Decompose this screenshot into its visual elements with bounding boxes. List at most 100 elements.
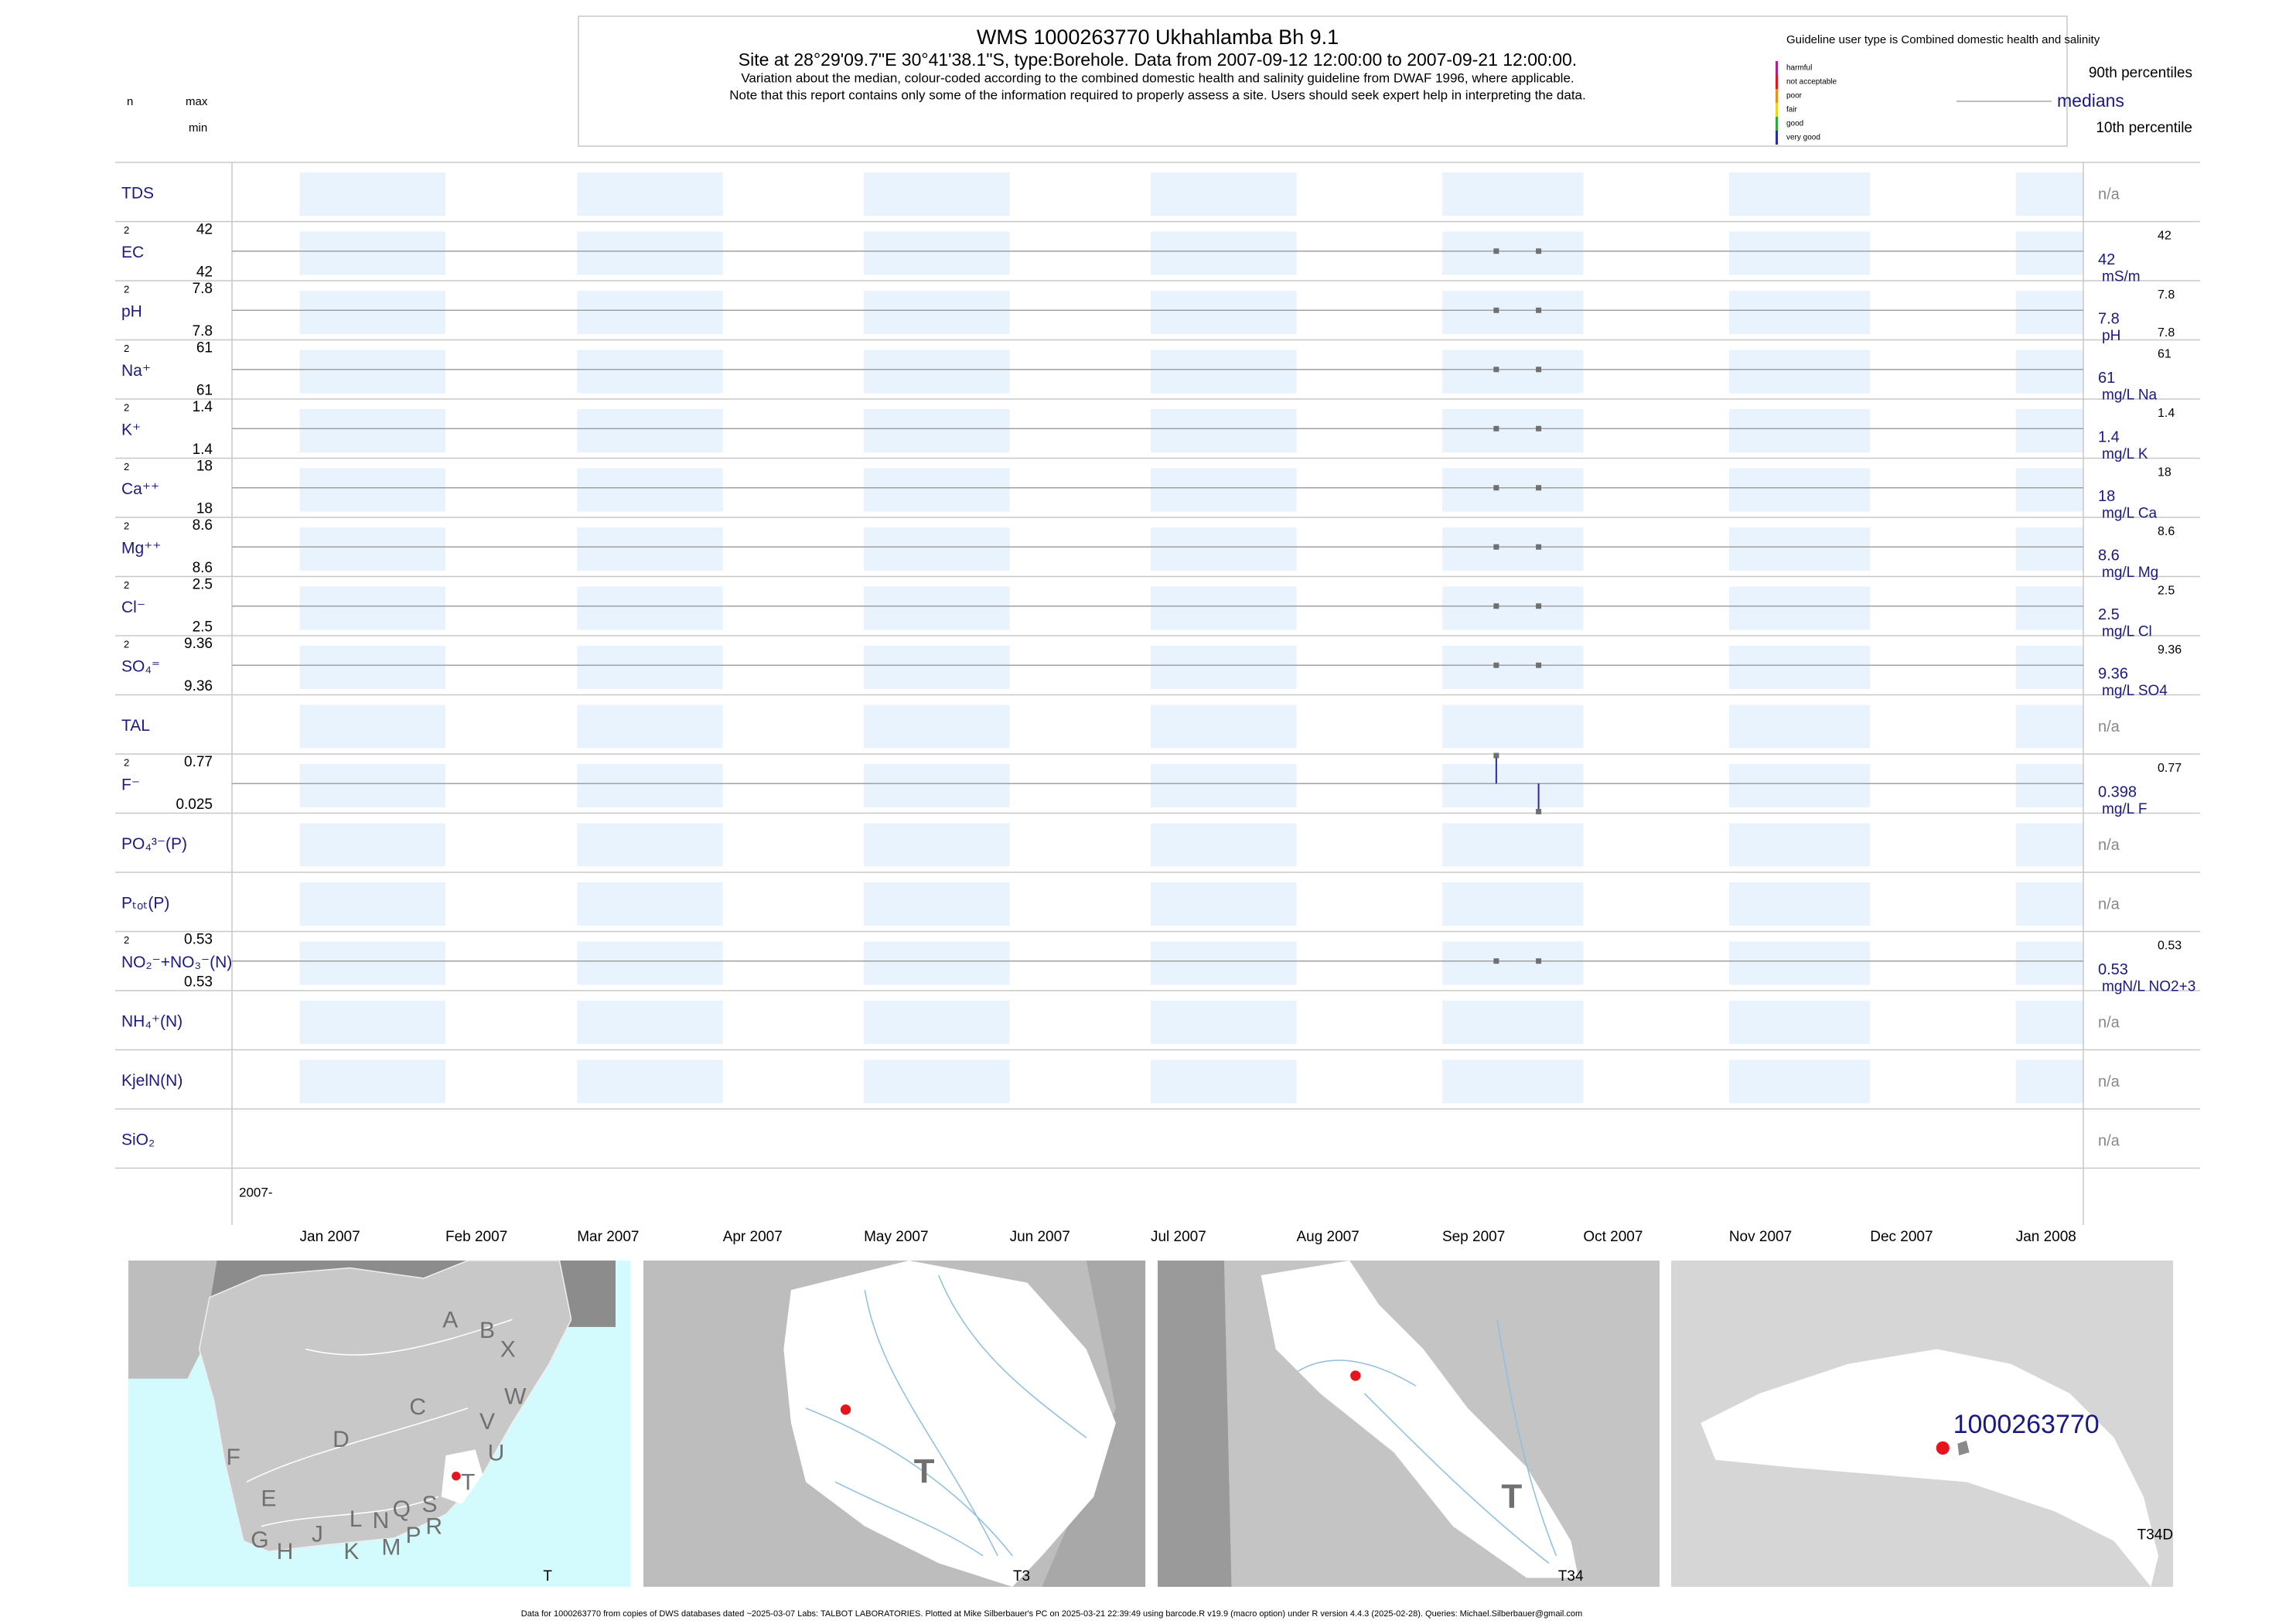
map-panel [643, 1261, 1146, 1587]
month-band [1728, 941, 1871, 985]
month-band [2015, 941, 2083, 985]
sample-point [1493, 958, 1499, 964]
month-band [1150, 409, 1297, 452]
month-band [1150, 1001, 1297, 1044]
month-band [1728, 350, 1871, 394]
month-band [299, 705, 445, 749]
n-label: 2 [124, 638, 129, 650]
row-label: F⁻ [121, 776, 140, 794]
p90-label: 0.77 [2158, 762, 2182, 775]
x-tick-label: Nov 2007 [1729, 1229, 1792, 1245]
month-band [1441, 527, 1584, 571]
max-label: 7.8 [193, 281, 213, 297]
month-band [1728, 231, 1871, 275]
month-band [864, 823, 1010, 867]
month-band [1441, 1059, 1584, 1104]
row-label: Cl⁻ [121, 599, 145, 616]
header-box [578, 15, 2068, 147]
min-label: 9.36 [184, 678, 213, 694]
row-label: Na⁺ [121, 362, 151, 380]
unit-label: mg/L K [2102, 446, 2148, 462]
unit-label: mg/L Na [2102, 387, 2158, 404]
month-band [1728, 527, 1871, 571]
legend-swatch [1776, 117, 1778, 131]
sample-point [1493, 425, 1499, 432]
note: Note that this report contains only some… [729, 87, 1585, 102]
map-label: H [277, 1539, 294, 1564]
sample-point [1536, 248, 1542, 254]
month-band [864, 172, 1010, 216]
map-label: X [500, 1337, 516, 1363]
row-label: TAL [121, 717, 150, 735]
max-label: 8.6 [193, 517, 213, 534]
x-tick-label: Mar 2007 [577, 1229, 639, 1245]
min-label: 61 [196, 383, 213, 399]
map-caption: T3 [1013, 1568, 1030, 1585]
max-label: 42 [196, 222, 213, 238]
month-band [299, 409, 445, 452]
map-label: A [442, 1307, 458, 1332]
month-band [1728, 823, 1871, 867]
min-label: 0.025 [176, 797, 213, 813]
map-caption: T34D [2137, 1527, 2173, 1543]
median-label: 9.36 [2098, 665, 2128, 682]
month-band [864, 1001, 1010, 1044]
na-label: n/a [2098, 718, 2120, 735]
month-band [1441, 764, 1584, 807]
sample-point [1536, 307, 1542, 313]
month-band [299, 823, 445, 867]
month-band [2015, 350, 2083, 394]
month-band [299, 172, 445, 216]
sample-point [1493, 752, 1499, 759]
sample-point [1536, 425, 1542, 432]
row-label: Mg⁺⁺ [121, 540, 161, 558]
map-caption: T [543, 1568, 552, 1585]
month-band [1441, 1001, 1584, 1044]
p90-label: 18 [2158, 466, 2171, 479]
month-band [577, 291, 723, 334]
month-band [1728, 764, 1871, 807]
legend-label: not acceptable [1786, 78, 1837, 87]
month-band [1441, 350, 1584, 394]
x-tick-label: Sep 2007 [1442, 1229, 1505, 1245]
legend-median: medians [2057, 90, 2124, 111]
month-band [577, 705, 723, 749]
legend-swatch [1776, 103, 1778, 117]
month-band [299, 291, 445, 334]
legend-swatch [1776, 61, 1778, 75]
legend-title: Guideline user type is Combined domestic… [1786, 33, 2100, 46]
sample-point [1536, 544, 1542, 550]
month-band [299, 231, 445, 275]
n-label: 2 [124, 343, 129, 354]
month-band [1150, 941, 1297, 985]
max-label: 2.5 [193, 577, 213, 593]
month-band [2015, 586, 2083, 630]
x-tick-label: Jan 2007 [300, 1229, 360, 1245]
month-band [1150, 350, 1297, 394]
max-label: 18 [196, 459, 213, 475]
x-start-label: 2007- [239, 1185, 272, 1199]
sample-point [1493, 248, 1499, 254]
month-band [577, 764, 723, 807]
n-label: 2 [124, 579, 129, 591]
month-band [577, 468, 723, 512]
note: Variation about the median, colour-coded… [741, 70, 1574, 85]
month-band [299, 646, 445, 689]
month-band [864, 350, 1010, 394]
map-label: J [312, 1521, 323, 1547]
median-label: 7.8 [2098, 310, 2120, 327]
month-band [864, 1059, 1010, 1104]
map-caption: T34 [1558, 1568, 1584, 1585]
x-tick-label: Oct 2007 [1583, 1229, 1643, 1245]
legend-swatch [1776, 75, 1778, 89]
row-label: K⁺ [121, 421, 141, 439]
max-label: 9.36 [184, 636, 213, 652]
month-band [1728, 1001, 1871, 1044]
map-label: G [251, 1527, 268, 1553]
legend-p90: 90th percentiles [2089, 65, 2192, 81]
x-tick-label: May 2007 [864, 1229, 928, 1245]
n-label: 2 [124, 224, 129, 236]
month-band [1150, 764, 1297, 807]
month-band [299, 527, 445, 571]
map-label: V [479, 1409, 495, 1435]
